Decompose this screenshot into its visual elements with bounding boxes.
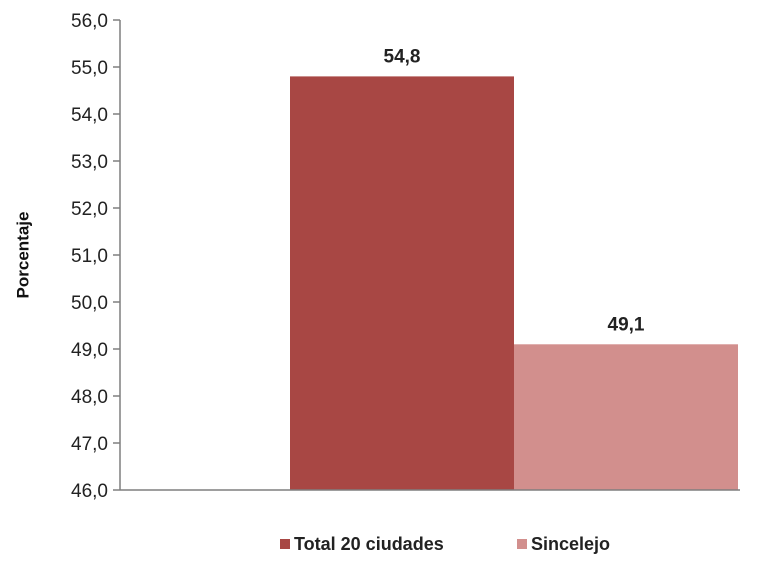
data-label: 54,8 [384, 46, 421, 67]
y-tick-label: 54,0 [71, 105, 108, 126]
legend: Total 20 ciudades Sincelejo [280, 534, 610, 554]
y-tick-label: 50,0 [71, 293, 108, 314]
y-tick-label: 48,0 [71, 387, 108, 408]
y-tick-label: 49,0 [71, 340, 108, 361]
y-tick-label: 56,0 [71, 11, 108, 32]
legend-swatch [517, 539, 527, 549]
y-tick-label: 47,0 [71, 434, 108, 455]
legend-swatch [280, 539, 290, 549]
y-tick-label: 51,0 [71, 246, 108, 267]
legend-label: Total 20 ciudades [294, 534, 444, 554]
bars [290, 76, 738, 491]
y-tick-label: 46,0 [71, 481, 108, 502]
data-label: 49,1 [608, 314, 645, 335]
y-axis-title: Porcentaje [13, 212, 32, 299]
bar-sincelejo [514, 344, 738, 490]
y-axis-ticks: 46,0 47,0 48,0 49,0 50,0 51,0 52,0 53,0 54,0 55,0… [71, 11, 120, 502]
data-labels: 54,8 49,1 [384, 46, 645, 335]
y-tick-label: 55,0 [71, 58, 108, 79]
bar-total-20-ciudades [290, 76, 514, 491]
y-tick-label: 52,0 [71, 199, 108, 220]
y-tick-label: 53,0 [71, 152, 108, 173]
legend-label: Sincelejo [531, 534, 610, 554]
